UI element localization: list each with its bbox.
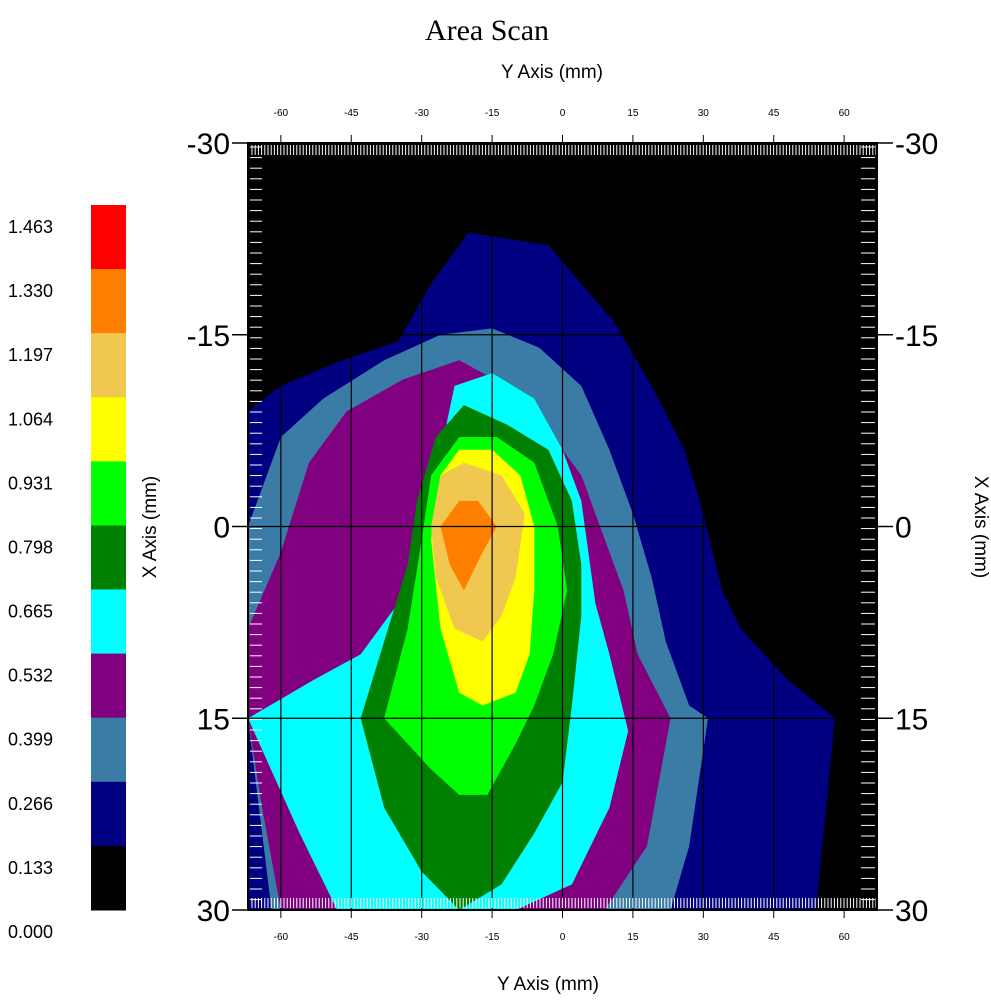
legend-label-11: 0.000 bbox=[8, 922, 53, 942]
legend-swatch-5 bbox=[91, 525, 126, 591]
right-tick-label: 30 bbox=[895, 895, 928, 928]
legend-swatch-0 bbox=[91, 205, 126, 270]
bottom-tick-label: -60 bbox=[274, 932, 289, 943]
left-tick-label: -30 bbox=[187, 128, 230, 161]
color-legend: 1.463 1.330 1.197 1.064 0.931 0.798 0.665 0.532… bbox=[8, 205, 126, 942]
right-axis-label: X Axis (mm) bbox=[970, 476, 991, 578]
legend-swatch-1 bbox=[91, 269, 126, 334]
bottom-axis-label: Y Axis (mm) bbox=[497, 974, 599, 995]
legend-label-1: 1.330 bbox=[8, 281, 53, 301]
bottom-tick-label: 15 bbox=[627, 932, 639, 943]
bottom-tick-label: 45 bbox=[768, 932, 780, 943]
legend-swatch-8 bbox=[91, 717, 126, 783]
legend-label-9: 0.266 bbox=[8, 794, 53, 814]
top-tick-label: -60 bbox=[274, 108, 289, 119]
top-tick-label: -45 bbox=[344, 108, 359, 119]
right-tick-label: 15 bbox=[895, 703, 928, 736]
bottom-tick-label: 30 bbox=[698, 932, 710, 943]
left-tick-label: 30 bbox=[197, 895, 230, 928]
legend-swatch-10 bbox=[91, 845, 126, 911]
left-axis-label: X Axis (mm) bbox=[140, 476, 161, 578]
legend-label-3: 1.064 bbox=[8, 409, 53, 429]
axes: -60 -60 -45 -45 -30 -30 -15 -15 0 0 15 15 30 30 45 45 60… bbox=[187, 108, 939, 943]
top-tick-label: -30 bbox=[414, 108, 429, 119]
legend-swatch-4 bbox=[91, 461, 126, 526]
right-tick-label: -15 bbox=[895, 320, 938, 353]
top-tick-label: 30 bbox=[698, 108, 710, 119]
legend-label-7: 0.532 bbox=[8, 666, 53, 686]
top-tick-label: 0 bbox=[560, 108, 566, 119]
left-tick-label: 15 bbox=[197, 703, 230, 736]
bottom-tick-label: -15 bbox=[485, 932, 500, 943]
top-tick-label: 60 bbox=[839, 108, 851, 119]
legend-label-4: 0.931 bbox=[8, 473, 53, 493]
top-tick-label: -15 bbox=[485, 108, 500, 119]
legend-label-10: 0.133 bbox=[8, 858, 53, 878]
legend-swatch-7 bbox=[91, 653, 126, 719]
top-axis-label: Y Axis (mm) bbox=[501, 62, 603, 83]
left-tick-label: 0 bbox=[213, 512, 230, 545]
bottom-tick-label: -45 bbox=[344, 932, 359, 943]
plot-area bbox=[248, 142, 877, 911]
chart-title: Area Scan bbox=[425, 14, 549, 47]
legend-label-5: 0.798 bbox=[8, 538, 53, 558]
contour-level-8 bbox=[440, 500, 497, 591]
bottom-tick-label: -30 bbox=[414, 932, 429, 943]
legend-swatch-3 bbox=[91, 397, 126, 462]
legend-label-6: 0.665 bbox=[8, 602, 53, 622]
legend-swatch-9 bbox=[91, 781, 126, 847]
left-tick-label: -15 bbox=[187, 320, 230, 353]
legend-swatch-2 bbox=[91, 333, 126, 398]
top-tick-label: 45 bbox=[768, 108, 780, 119]
right-tick-label: -30 bbox=[895, 128, 938, 161]
bottom-tick-label: 60 bbox=[839, 932, 851, 943]
legend-swatch-6 bbox=[91, 589, 126, 655]
legend-label-2: 1.197 bbox=[8, 345, 53, 365]
right-tick-label: 0 bbox=[895, 512, 912, 545]
bottom-tick-label: 0 bbox=[560, 932, 566, 943]
legend-label-0: 1.463 bbox=[8, 217, 53, 237]
legend-label-8: 0.399 bbox=[8, 730, 53, 750]
top-tick-label: 15 bbox=[627, 108, 639, 119]
